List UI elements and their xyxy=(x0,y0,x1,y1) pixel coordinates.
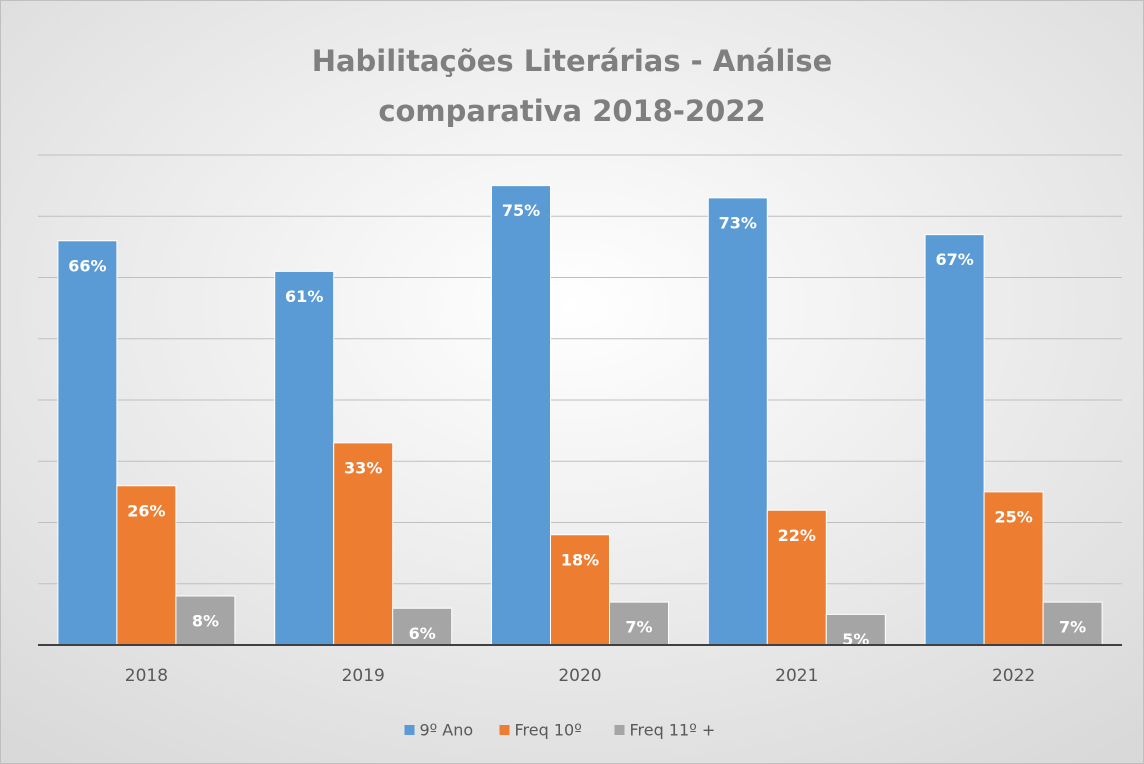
bar xyxy=(274,270,335,646)
data-label: 33% xyxy=(344,458,382,477)
data-label: 7% xyxy=(625,618,652,637)
legend-swatch xyxy=(404,725,415,735)
x-tick-label: 2018 xyxy=(125,666,168,686)
data-label: 6% xyxy=(409,624,436,643)
legend-label: Freq 10º xyxy=(515,721,582,740)
data-label: 7% xyxy=(1059,618,1086,637)
x-tick-label: 2020 xyxy=(558,666,601,686)
x-tick-label: 2019 xyxy=(342,666,385,686)
data-label: 22% xyxy=(778,526,816,545)
legend-swatch xyxy=(499,725,510,735)
bar xyxy=(1042,601,1103,646)
legend-label: Freq 11º + xyxy=(630,721,716,740)
bar xyxy=(491,185,551,646)
legend-label: 9º Ano xyxy=(420,721,474,740)
data-label: 18% xyxy=(561,550,599,569)
bar xyxy=(924,234,985,646)
x-tick-label: 2022 xyxy=(992,666,1035,686)
data-label: 75% xyxy=(502,201,540,220)
data-label: 26% xyxy=(127,501,165,520)
data-label: 67% xyxy=(935,250,973,269)
x-tick-label: 2021 xyxy=(775,666,818,686)
bar xyxy=(983,491,1044,646)
data-label: 61% xyxy=(285,287,323,306)
bar xyxy=(175,595,236,646)
bar xyxy=(707,197,768,646)
bar xyxy=(550,534,610,646)
data-label: 25% xyxy=(994,507,1032,526)
bar xyxy=(766,509,827,646)
bar xyxy=(392,607,453,646)
data-label: 73% xyxy=(719,213,757,232)
bar xyxy=(609,601,669,646)
data-label: 5% xyxy=(842,630,869,649)
legend-swatch xyxy=(614,725,625,735)
chart-title: Habilitações Literárias - Análise compar… xyxy=(311,44,833,128)
bar xyxy=(825,613,886,646)
bar xyxy=(57,240,118,646)
bar xyxy=(116,485,177,646)
data-label: 66% xyxy=(68,256,106,275)
data-label: 8% xyxy=(192,612,219,631)
